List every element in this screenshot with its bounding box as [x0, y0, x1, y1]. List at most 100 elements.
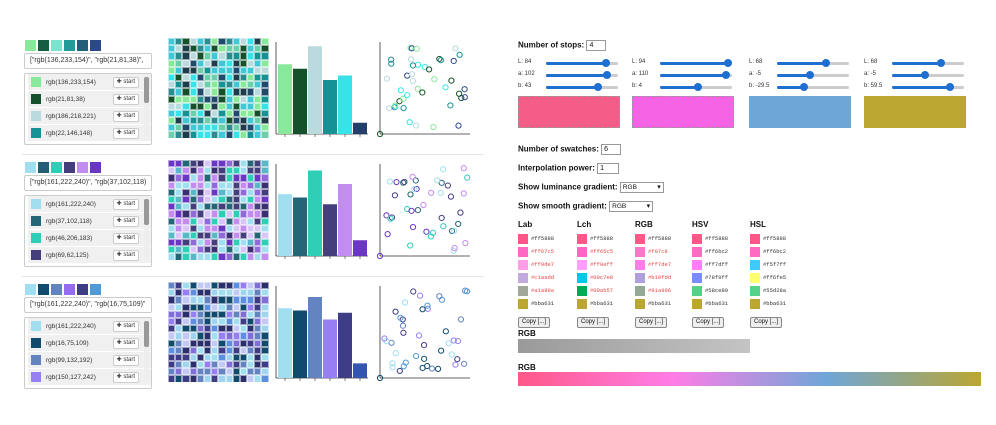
stop-slider-L[interactable]: L: 68	[864, 58, 966, 68]
palette-swatch[interactable]	[64, 162, 75, 173]
slider-handle[interactable]	[593, 83, 602, 91]
palette-swatch[interactable]	[90, 284, 101, 295]
copy-button[interactable]: Copy [...]	[750, 317, 783, 328]
list-scrollbar[interactable]	[144, 321, 149, 381]
palette-swatch[interactable]	[38, 40, 49, 51]
num-stops-input[interactable]: 4	[586, 40, 607, 51]
list-item[interactable]: rgb(21,81,38) ✚ start	[28, 91, 151, 108]
slider-track[interactable]	[777, 71, 849, 79]
stop-slider-L[interactable]: L: 84	[518, 58, 620, 68]
stop-slider-b[interactable]: b: 43	[518, 82, 620, 92]
stop-slider-L[interactable]: L: 94	[632, 58, 734, 68]
palette-swatch[interactable]	[25, 40, 36, 51]
palette-swatch[interactable]	[77, 284, 88, 295]
stop-slider-a[interactable]: a: 110	[632, 70, 734, 80]
palette-swatch[interactable]	[90, 40, 101, 51]
slider-track[interactable]	[892, 59, 964, 67]
palette-text-field[interactable]: ["rgb(136,233,154)", "rgb(21,81,38)",	[24, 53, 152, 69]
list-item[interactable]: rgb(37,102,118) ✚ start	[28, 213, 151, 230]
swatch-chip	[518, 286, 528, 296]
slider-handle[interactable]	[936, 59, 945, 67]
start-button[interactable]: ✚ start	[112, 372, 139, 383]
palette-swatch[interactable]	[51, 162, 62, 173]
palette-swatch[interactable]	[51, 40, 62, 51]
copy-button[interactable]: Copy [...]	[518, 317, 551, 328]
start-button[interactable]: ✚ start	[112, 128, 139, 139]
list-item[interactable]: rgb(99,132,192) ✚ start	[28, 352, 151, 369]
slider-track[interactable]	[660, 71, 732, 79]
stop-swatch[interactable]	[749, 96, 851, 128]
stop-swatch[interactable]	[518, 96, 620, 128]
start-button[interactable]: ✚ start	[112, 216, 139, 227]
slider-handle[interactable]	[806, 71, 815, 79]
start-button[interactable]: ✚ start	[112, 111, 139, 122]
slider-track[interactable]	[892, 83, 964, 91]
copy-button[interactable]: Copy [...]	[577, 317, 610, 328]
palette-swatch[interactable]	[90, 162, 101, 173]
start-button[interactable]: ✚ start	[112, 338, 139, 349]
palette-swatch[interactable]	[77, 162, 88, 173]
slider-handle[interactable]	[945, 83, 954, 91]
slider-handle[interactable]	[603, 71, 612, 79]
copy-button[interactable]: Copy [...]	[692, 317, 725, 328]
palette-swatch[interactable]	[64, 40, 75, 51]
copy-button[interactable]: Copy [...]	[635, 317, 668, 328]
start-button[interactable]: ✚ start	[112, 355, 139, 366]
start-button[interactable]: ✚ start	[112, 94, 139, 105]
stop-slider-b[interactable]: b: 59.5	[864, 82, 966, 92]
list-item[interactable]: rgb(136,233,154) ✚ start	[28, 74, 151, 91]
list-item[interactable]: rgb(186,218,221) ✚ start	[28, 108, 151, 125]
list-item[interactable]: rgb(16,75,109) ✚ start	[28, 335, 151, 352]
palette-swatch[interactable]	[25, 162, 36, 173]
start-button[interactable]: ✚ start	[112, 250, 139, 261]
start-button[interactable]: ✚ start	[112, 199, 139, 210]
slider-handle[interactable]	[602, 59, 611, 67]
list-item[interactable]: rgb(46,206,183) ✚ start	[28, 230, 151, 247]
palette-swatch[interactable]	[25, 284, 36, 295]
slider-track[interactable]	[546, 71, 618, 79]
palette-text-field[interactable]: ["rgb(161,222,240)", "rgb(37,102,118)	[24, 175, 152, 191]
list-item[interactable]: rgb(150,127,242) ✚ start	[28, 369, 151, 386]
palette-swatch[interactable]	[77, 40, 88, 51]
slider-handle[interactable]	[694, 83, 703, 91]
stop-slider-L[interactable]: L: 68	[749, 58, 851, 68]
stop-slider-a[interactable]: a: -5	[864, 70, 966, 80]
slider-handle[interactable]	[921, 71, 930, 79]
swatch-hex: #91a996	[648, 287, 672, 294]
list-scrollbar[interactable]	[144, 199, 149, 259]
slider-track[interactable]	[892, 71, 964, 79]
smooth-select[interactable]: RGB	[609, 201, 654, 212]
palette-text-field[interactable]: ["rgb(161,222,240)", "rgb(16,75,109)"	[24, 297, 152, 313]
stop-swatch[interactable]	[864, 96, 966, 128]
stop-slider-b[interactable]: b: -29.5	[749, 82, 851, 92]
interp-input[interactable]: 1	[597, 163, 620, 174]
slider-handle[interactable]	[800, 83, 809, 91]
slider-track[interactable]	[660, 83, 732, 91]
start-button[interactable]: ✚ start	[112, 321, 139, 332]
palette-swatch[interactable]	[51, 284, 62, 295]
stop-slider-b[interactable]: b: 4	[632, 82, 734, 92]
slider-track[interactable]	[777, 83, 849, 91]
lum-select[interactable]: RGB	[619, 182, 664, 193]
palette-swatch[interactable]	[38, 284, 49, 295]
stop-slider-a[interactable]: a: -5	[749, 70, 851, 80]
list-item[interactable]: rgb(161,222,240) ✚ start	[28, 318, 151, 335]
list-scrollbar[interactable]	[144, 77, 149, 137]
slider-track[interactable]	[660, 59, 732, 67]
list-item[interactable]: rgb(69,62,125) ✚ start	[28, 247, 151, 264]
stop-swatch[interactable]	[632, 96, 734, 128]
num-swatches-input[interactable]: 6	[601, 144, 622, 155]
slider-handle[interactable]	[821, 59, 830, 67]
palette-swatch[interactable]	[38, 162, 49, 173]
slider-handle[interactable]	[722, 71, 731, 79]
list-item[interactable]: rgb(161,222,240) ✚ start	[28, 196, 151, 213]
start-button[interactable]: ✚ start	[112, 77, 139, 88]
slider-track[interactable]	[777, 59, 849, 67]
start-button[interactable]: ✚ start	[112, 233, 139, 244]
palette-swatch[interactable]	[64, 284, 75, 295]
stop-slider-a[interactable]: a: 102	[518, 70, 620, 80]
slider-track[interactable]	[546, 59, 618, 67]
slider-track[interactable]	[546, 83, 618, 91]
slider-handle[interactable]	[723, 59, 732, 67]
list-item[interactable]: rgb(22,146,148) ✚ start	[28, 125, 151, 142]
